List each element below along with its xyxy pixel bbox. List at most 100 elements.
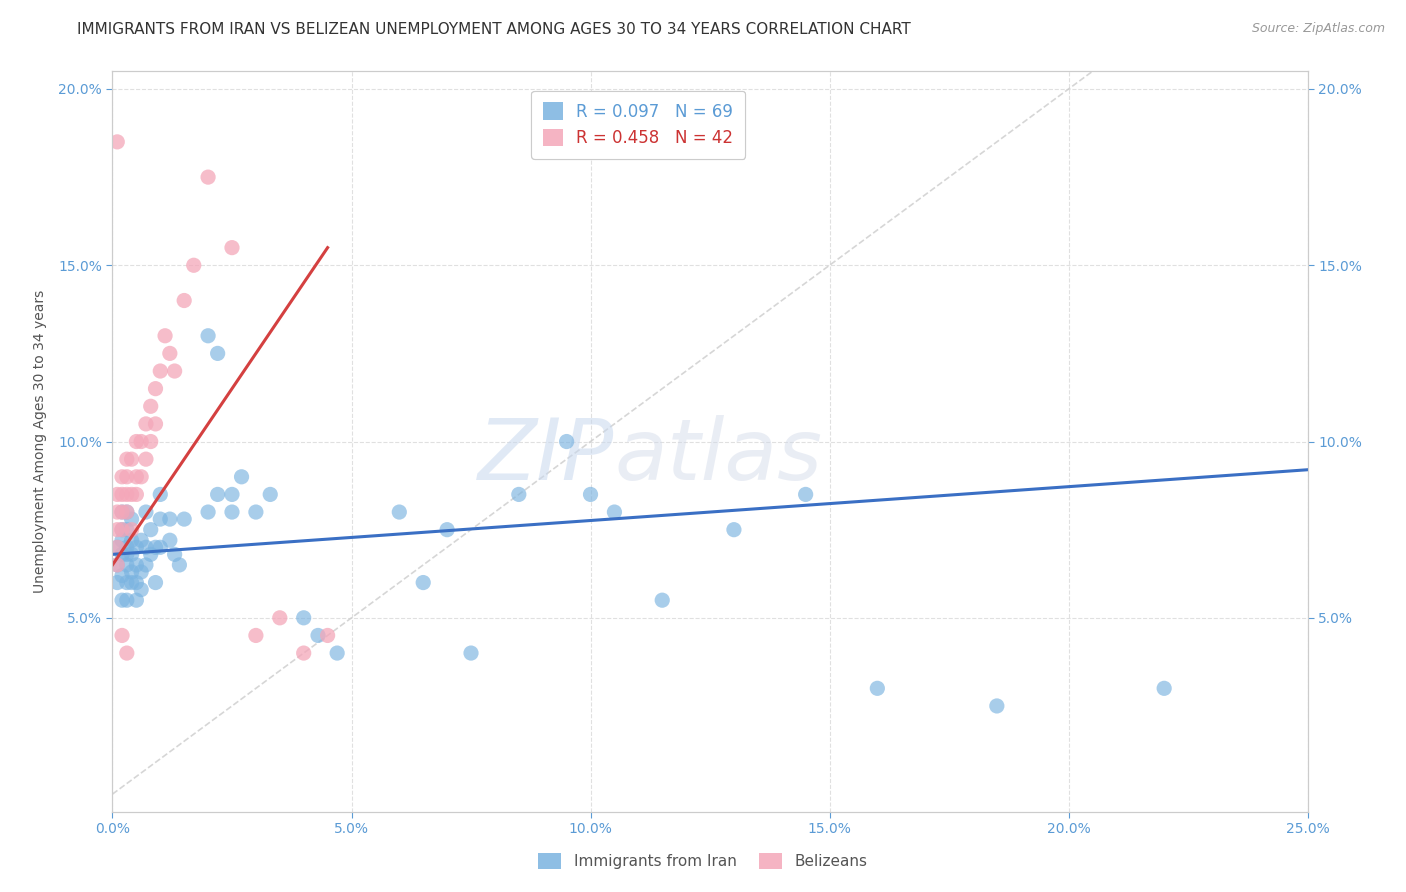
Point [1153,681,1175,696]
Point [111,470,134,484]
Point [139,547,162,561]
Point [115,558,138,572]
Point [149,541,172,555]
Point [129,533,152,548]
Point [105,541,128,555]
Point [111,533,134,548]
Point [111,593,134,607]
Point [173,293,195,308]
Point [163,364,186,378]
Point [111,523,134,537]
Point [207,346,229,360]
Point [139,434,162,449]
Point [292,611,315,625]
Point [135,452,157,467]
Point [145,382,167,396]
Point [307,628,329,642]
Point [259,487,281,501]
Point [269,611,291,625]
Point [135,558,157,572]
Point [105,558,128,572]
Point [986,698,1008,713]
Point [149,487,172,501]
Point [197,170,219,185]
Point [115,541,138,555]
Point [105,487,128,501]
Point [436,523,458,537]
Point [115,470,138,484]
Legend: Immigrants from Iran, Belizeans: Immigrants from Iran, Belizeans [533,847,873,875]
Point [159,346,181,360]
Point [105,575,128,590]
Point [125,541,148,555]
Point [412,575,434,590]
Point [159,533,181,548]
Point [866,681,889,696]
Point [111,505,134,519]
Point [197,505,219,519]
Point [111,628,134,642]
Point [723,523,745,537]
Point [207,487,229,501]
Point [125,593,148,607]
Point [292,646,315,660]
Point [111,547,134,561]
Point [121,547,143,561]
Y-axis label: Unemployment Among Ages 30 to 34 years: Unemployment Among Ages 30 to 34 years [34,290,46,593]
Point [159,512,181,526]
Point [163,547,186,561]
Point [125,487,148,501]
Point [115,487,138,501]
Point [115,505,138,519]
Point [115,505,138,519]
Point [508,487,530,501]
Point [125,558,148,572]
Point [149,364,172,378]
Point [221,241,243,255]
Point [460,646,482,660]
Point [121,512,143,526]
Point [245,505,267,519]
Point [555,434,578,449]
Point [115,452,138,467]
Point [121,452,143,467]
Point [153,328,176,343]
Point [135,417,157,431]
Point [121,523,143,537]
Point [121,575,143,590]
Point [129,434,152,449]
Point [125,470,148,484]
Point [794,487,817,501]
Point [111,568,134,582]
Text: Source: ZipAtlas.com: Source: ZipAtlas.com [1251,22,1385,36]
Point [121,565,143,579]
Point [603,505,626,519]
Text: IMMIGRANTS FROM IRAN VS BELIZEAN UNEMPLOYMENT AMONG AGES 30 TO 34 YEARS CORRELAT: IMMIGRANTS FROM IRAN VS BELIZEAN UNEMPLO… [77,22,911,37]
Point [115,593,138,607]
Point [145,575,167,590]
Point [115,523,138,537]
Point [221,487,243,501]
Point [221,505,243,519]
Point [105,135,128,149]
Point [115,646,138,660]
Point [129,582,152,597]
Point [115,575,138,590]
Point [388,505,411,519]
Point [105,523,128,537]
Point [111,487,134,501]
Point [105,558,128,572]
Point [121,487,143,501]
Point [169,558,191,572]
Point [121,533,143,548]
Point [231,470,253,484]
Text: atlas: atlas [614,415,823,498]
Point [245,628,267,642]
Point [129,565,152,579]
Point [651,593,673,607]
Point [135,505,157,519]
Point [173,512,195,526]
Point [326,646,349,660]
Point [105,505,128,519]
Text: ZIP: ZIP [478,415,614,498]
